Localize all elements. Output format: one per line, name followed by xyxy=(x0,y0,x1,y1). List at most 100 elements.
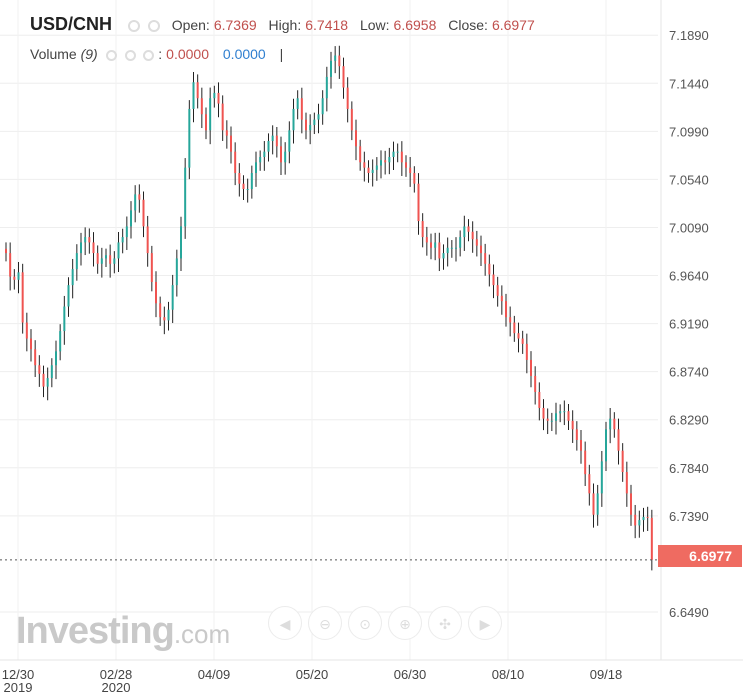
candle-body xyxy=(38,365,41,374)
candle-body xyxy=(334,55,337,61)
candle-body xyxy=(288,130,291,152)
candle-body xyxy=(363,162,366,168)
zoom-button[interactable]: ⊙ xyxy=(348,606,382,640)
candle-body xyxy=(492,274,495,286)
candle-body xyxy=(259,156,262,163)
candle-body xyxy=(330,60,332,77)
candle-body xyxy=(55,351,57,366)
x-tick-label: 12/30 xyxy=(2,667,35,682)
y-tick-label: 7.0540 xyxy=(669,172,709,187)
candle-body xyxy=(71,269,74,286)
high-label: High: xyxy=(268,17,302,33)
candle-body xyxy=(305,119,307,131)
candle-body xyxy=(405,162,407,168)
candle-body xyxy=(275,135,278,147)
candle-body xyxy=(246,189,249,191)
candle-body xyxy=(267,140,270,152)
x-tick-label: 06/30 xyxy=(394,667,427,682)
close-label: Close: xyxy=(448,17,488,33)
candle-body xyxy=(530,359,532,376)
candle-body xyxy=(580,440,582,451)
candle-body xyxy=(263,151,266,157)
candle-body xyxy=(146,226,149,254)
x-tick-label: 05/20 xyxy=(296,667,329,682)
candle-body xyxy=(234,151,237,174)
candle-body xyxy=(205,114,207,131)
candle-body xyxy=(200,98,203,115)
candle-body xyxy=(50,365,53,379)
close-icon[interactable] xyxy=(143,50,155,61)
candle-body xyxy=(138,194,141,200)
candle-body xyxy=(25,322,28,339)
candle-body xyxy=(642,516,645,521)
open-value: 6.7369 xyxy=(213,17,257,33)
candle-body xyxy=(542,407,545,419)
candle-body xyxy=(230,135,232,152)
candle-body xyxy=(159,303,162,318)
candle-body xyxy=(359,146,362,163)
candle-body xyxy=(550,420,553,422)
volume-value-1: 0.0000 xyxy=(166,46,209,62)
candle-body xyxy=(600,461,603,494)
candle-body xyxy=(221,103,224,131)
candle-body xyxy=(396,151,399,153)
eye-icon[interactable] xyxy=(127,20,140,32)
candle-body xyxy=(584,450,587,475)
scroll-left-button[interactable]: ◀ xyxy=(268,606,302,640)
scroll-right-button[interactable]: ▶ xyxy=(468,606,502,640)
candle-body xyxy=(325,76,328,99)
candle-body xyxy=(438,242,441,259)
open-label: Open: xyxy=(171,17,210,33)
candle-body xyxy=(592,493,595,515)
candle-body xyxy=(467,226,470,232)
candle-body xyxy=(75,253,78,270)
candle-body xyxy=(596,493,599,515)
gear-icon[interactable] xyxy=(124,50,136,61)
candle-body xyxy=(184,167,187,227)
x-tick-sublabel: 2019 xyxy=(4,680,33,694)
high-value: 6.7418 xyxy=(305,17,349,33)
candle-body xyxy=(450,247,453,249)
volume-separator: | xyxy=(279,46,284,62)
candle-body xyxy=(213,92,216,99)
candle-body xyxy=(563,411,566,413)
zoom-icon: ⊙ xyxy=(359,616,371,632)
investing-logo: Investing.com xyxy=(16,610,230,653)
x-tick-label: 04/09 xyxy=(198,667,231,682)
gear-icon[interactable] xyxy=(147,20,160,32)
candle-body xyxy=(125,226,128,238)
low-value: 6.6958 xyxy=(393,17,437,33)
y-tick-label: 7.1890 xyxy=(669,28,709,43)
candle-body xyxy=(521,338,524,344)
last-price-tag: 6.6977 xyxy=(658,545,742,567)
candle-body xyxy=(338,55,341,67)
zoom-out-icon: ⊖ xyxy=(319,616,331,632)
zoom-in-button[interactable]: ⊕ xyxy=(388,606,422,640)
zoom-out-button[interactable]: ⊖ xyxy=(308,606,342,640)
chart-toolbar: ◀ ⊖ ⊙ ⊕ ✣ ▶ xyxy=(268,606,502,640)
candle-body xyxy=(113,258,116,264)
candle-body xyxy=(155,281,157,304)
candle-body xyxy=(442,253,445,259)
candle-body xyxy=(538,391,541,408)
candle-body xyxy=(121,237,124,243)
x-tick-label: 08/10 xyxy=(492,667,525,682)
candle-body xyxy=(634,514,637,526)
candle-body xyxy=(175,258,178,286)
candle-body xyxy=(384,160,387,163)
candle-body xyxy=(421,221,424,238)
reset-button[interactable]: ✣ xyxy=(428,606,462,640)
brand-suffix: .com xyxy=(173,619,231,649)
candle-body xyxy=(67,285,70,307)
candle-body xyxy=(42,373,45,387)
candle-body xyxy=(217,92,220,104)
low-label: Low: xyxy=(359,17,390,33)
candle-body xyxy=(59,331,62,352)
candle-body xyxy=(488,263,491,275)
scroll-right-icon: ▶ xyxy=(479,616,491,632)
candle-body xyxy=(500,295,503,302)
candle-body xyxy=(446,247,449,254)
eye-icon[interactable] xyxy=(105,50,117,61)
candle-body xyxy=(425,237,428,243)
